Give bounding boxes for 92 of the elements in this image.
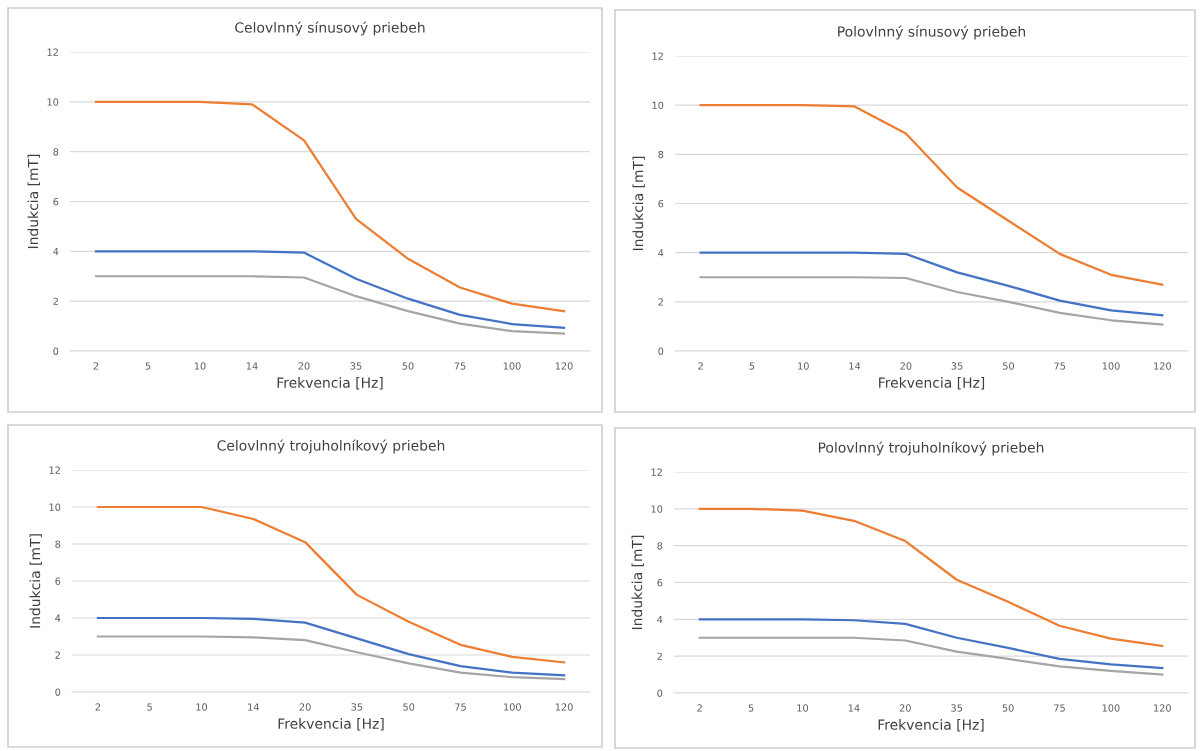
y-tick-label: 8 <box>658 150 664 159</box>
x-tick-label: 5 <box>749 362 755 370</box>
x-tick-label: 14 <box>248 703 259 711</box>
line-series <box>94 275 566 335</box>
line-series <box>94 100 566 313</box>
x-tick-label: 20 <box>298 362 310 370</box>
x-tick-label: 120 <box>1154 704 1171 712</box>
x-tick-label: 75 <box>1054 704 1065 712</box>
line-series <box>96 616 566 677</box>
y-tick-label: 10 <box>49 503 61 511</box>
chart-title: Polovlnný trojuholníkový priebeh <box>818 441 1044 456</box>
x-tick-label: 120 <box>555 703 573 711</box>
x-tick-label: 100 <box>504 703 521 711</box>
x-tick-label: 14 <box>246 362 258 370</box>
x-tick-label: 20 <box>899 704 911 712</box>
x-tick-label: 50 <box>1002 704 1014 712</box>
y-tick-label: 10 <box>651 505 663 513</box>
y-tick-label: 6 <box>55 577 61 585</box>
y-tick-label: 12 <box>651 468 662 476</box>
y-tick-label: 2 <box>658 298 663 306</box>
x-tick-label: 5 <box>147 703 152 711</box>
y-tick-label: 0 <box>657 689 663 697</box>
y-tick-label: 6 <box>658 199 664 208</box>
y-axis-title: Indukcia [mT] <box>631 535 644 630</box>
x-tick-label: 50 <box>402 362 414 370</box>
x-tick-label: 50 <box>1003 362 1014 370</box>
y-tick-label: 10 <box>47 98 59 106</box>
x-tick-label: 10 <box>196 703 208 711</box>
y-tick-label: 8 <box>53 148 59 156</box>
y-tick-label: 4 <box>55 614 61 622</box>
y-tick-label: 2 <box>55 651 60 659</box>
line-series <box>699 276 1164 326</box>
y-tick-label: 4 <box>658 249 664 257</box>
y-tick-label: 12 <box>47 48 58 56</box>
x-tick-label: 14 <box>849 362 861 370</box>
y-tick-label: 2 <box>53 297 58 305</box>
y-tick-label: 4 <box>53 247 59 256</box>
line-series <box>96 505 566 664</box>
line-series <box>698 636 1164 676</box>
x-axis-title: Frekvencia [Hz] <box>277 377 383 390</box>
y-tick-label: 0 <box>53 347 59 355</box>
y-tick-label: 8 <box>657 542 663 550</box>
x-tick-label: 2 <box>698 362 703 370</box>
x-tick-label: 5 <box>748 704 754 712</box>
x-tick-label: 2 <box>93 362 99 370</box>
chart-title: Celovlnný trojuholníkový priebeh <box>217 439 445 454</box>
x-tick-label: 14 <box>848 704 860 712</box>
line-series <box>96 635 566 681</box>
line-series <box>698 507 1164 648</box>
y-tick-label: 6 <box>53 197 59 206</box>
line-series <box>698 618 1164 670</box>
x-tick-label: 2 <box>95 703 101 711</box>
y-tick-label: 12 <box>652 52 663 60</box>
x-tick-label: 5 <box>145 362 151 370</box>
y-tick-label: 10 <box>652 101 664 109</box>
y-tick-label: 2 <box>657 652 662 660</box>
y-tick-label: 12 <box>49 466 60 474</box>
x-tick-label: 10 <box>797 704 809 712</box>
y-axis-title: Indukcia [mT] <box>27 154 40 249</box>
y-tick-label: 0 <box>55 688 61 696</box>
x-axis-title: Frekvencia [Hz] <box>879 377 985 390</box>
x-tick-label: 35 <box>350 362 362 370</box>
y-tick-label: 0 <box>658 347 664 355</box>
x-tick-label: 75 <box>454 362 466 370</box>
x-tick-label: 2 <box>697 704 702 712</box>
x-tick-label: 75 <box>1054 362 1066 370</box>
x-axis-title: Frekvencia [Hz] <box>878 719 984 732</box>
x-axis-title: Frekvencia [Hz] <box>278 718 384 731</box>
x-tick-label: 75 <box>455 703 466 711</box>
x-tick-label: 50 <box>403 703 415 711</box>
line-series <box>94 250 566 329</box>
x-tick-label: 20 <box>900 362 912 370</box>
line-series <box>699 251 1164 317</box>
x-tick-label: 35 <box>951 704 963 712</box>
y-tick-label: 6 <box>657 578 663 587</box>
y-axis-title: Indukcia [mT] <box>29 534 42 628</box>
chart-title: Celovlnný sínusový priebeh <box>235 21 425 36</box>
x-tick-label: 100 <box>503 362 521 370</box>
x-tick-label: 35 <box>951 362 963 370</box>
x-tick-label: 120 <box>1154 362 1171 370</box>
y-axis-title: Indukcia [mT] <box>632 156 645 251</box>
chart-title: Polovlnný sínusový priebeh <box>838 25 1026 40</box>
x-tick-label: 20 <box>299 703 311 711</box>
x-tick-label: 100 <box>1102 704 1120 712</box>
line-series <box>699 104 1164 286</box>
x-tick-label: 10 <box>194 362 206 370</box>
x-tick-label: 35 <box>351 703 363 711</box>
x-tick-label: 10 <box>798 362 809 370</box>
x-tick-label: 120 <box>555 362 573 370</box>
y-tick-label: 8 <box>55 540 61 548</box>
y-tick-label: 4 <box>657 615 663 624</box>
x-tick-label: 100 <box>1102 362 1120 370</box>
